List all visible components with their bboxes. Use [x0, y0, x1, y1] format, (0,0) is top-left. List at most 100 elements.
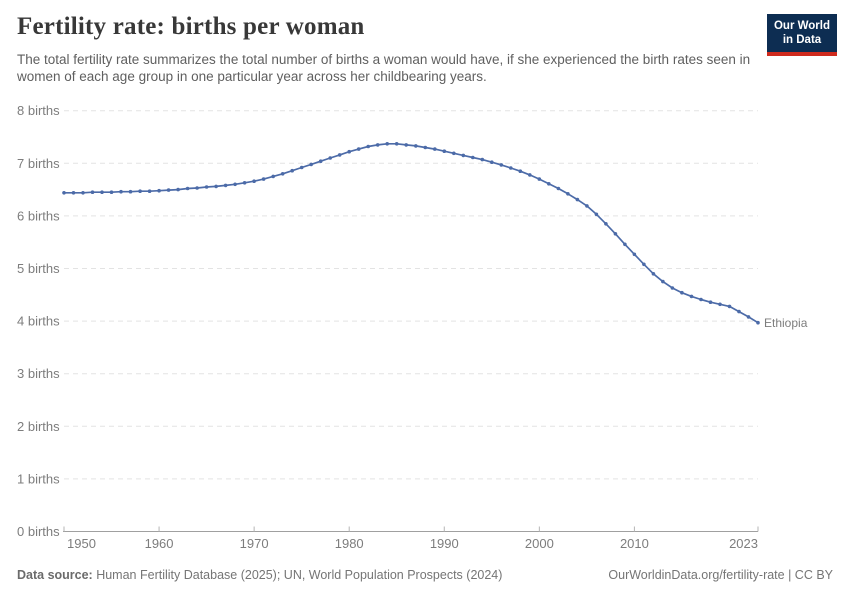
data-point[interactable] [566, 192, 570, 196]
data-point[interactable] [109, 190, 114, 194]
data-point[interactable] [604, 222, 608, 226]
data-point[interactable] [318, 159, 323, 163]
data-point[interactable] [176, 187, 180, 192]
data-point[interactable] [185, 186, 190, 191]
data-point[interactable] [271, 174, 276, 179]
data-point[interactable] [594, 212, 599, 217]
data-point[interactable] [518, 169, 523, 173]
data-point[interactable] [81, 191, 85, 195]
data-point[interactable] [214, 184, 218, 189]
data-point[interactable] [452, 151, 456, 156]
data-point[interactable] [195, 186, 199, 190]
x-axis-tick-label: 2010 [620, 536, 649, 551]
y-axis-tick-label: 7 births [17, 156, 60, 171]
x-axis-tick-label: 1960 [145, 536, 174, 551]
data-point[interactable] [442, 149, 447, 153]
data-point[interactable] [680, 290, 684, 295]
data-point[interactable] [689, 294, 694, 299]
data-point[interactable] [642, 262, 646, 267]
y-axis-tick-label: 5 births [17, 261, 60, 276]
data-point[interactable] [575, 197, 580, 202]
data-point[interactable] [471, 155, 475, 160]
y-axis-tick-label: 8 births [17, 103, 60, 118]
data-point[interactable] [699, 297, 703, 302]
data-point[interactable] [756, 320, 760, 325]
data-source-label: Data source: [17, 568, 93, 582]
data-point[interactable] [394, 142, 399, 146]
data-point[interactable] [423, 145, 428, 150]
chart-subtitle: The total fertility rate summarizes the … [17, 52, 751, 85]
data-point[interactable] [718, 302, 722, 307]
x-axis-tick-label: 1980 [335, 536, 364, 551]
data-point[interactable] [71, 191, 76, 195]
page-title: Fertility rate: births per woman [17, 13, 365, 40]
data-point[interactable] [337, 153, 342, 157]
data-point[interactable] [252, 179, 256, 183]
data-point[interactable] [547, 182, 551, 186]
data-point[interactable] [157, 188, 161, 193]
data-point[interactable] [708, 300, 713, 305]
ethiopia-line[interactable] [63, 142, 759, 324]
data-point[interactable] [242, 181, 247, 185]
data-point[interactable] [737, 309, 741, 314]
data-point[interactable] [100, 190, 104, 194]
data-point[interactable] [366, 144, 371, 149]
data-point[interactable] [299, 165, 304, 170]
data-point[interactable] [290, 168, 295, 173]
data-point[interactable] [204, 185, 209, 189]
data-point[interactable] [90, 190, 95, 194]
data-point[interactable] [414, 144, 418, 148]
data-point[interactable] [385, 142, 390, 146]
x-axis-tick-label: 1970 [240, 536, 269, 551]
data-point[interactable] [138, 189, 142, 193]
data-point[interactable] [433, 147, 437, 151]
data-point[interactable] [128, 189, 133, 194]
data-point[interactable] [147, 189, 152, 193]
y-axis-tick-label: 1 births [17, 471, 60, 486]
data-source-text: Human Fertility Database (2025); UN, Wor… [92, 568, 503, 582]
data-point[interactable] [461, 153, 466, 158]
data-point[interactable] [62, 191, 66, 195]
data-point[interactable] [537, 177, 542, 181]
data-point[interactable] [309, 162, 314, 167]
data-point[interactable] [119, 189, 123, 194]
data-point[interactable] [223, 183, 228, 188]
data-point[interactable] [556, 186, 561, 191]
owid-logo[interactable]: Our World in Data [767, 14, 837, 56]
y-axis-tick-label: 4 births [17, 314, 60, 329]
data-point[interactable] [613, 232, 618, 236]
data-point[interactable] [651, 272, 656, 276]
data-point[interactable] [746, 315, 751, 319]
x-axis-tick-label: 1950 [67, 536, 96, 551]
data-point[interactable] [480, 157, 485, 162]
owid-link[interactable]: OurWorldinData.org/fertility-rate | CC B… [608, 568, 833, 582]
data-point[interactable] [623, 242, 627, 247]
data-point[interactable] [661, 279, 665, 284]
data-point[interactable] [347, 149, 352, 154]
data-point[interactable] [585, 204, 589, 208]
x-axis-tick-label: 2000 [525, 536, 554, 551]
data-point[interactable] [490, 160, 494, 164]
data-point[interactable] [528, 173, 532, 177]
data-point[interactable] [509, 166, 513, 170]
data-point[interactable] [404, 143, 409, 147]
series-label-ethiopia[interactable]: Ethiopia [764, 316, 808, 330]
logo-line1: Our World [773, 20, 830, 32]
data-point[interactable] [166, 188, 171, 192]
data-point[interactable] [328, 156, 333, 160]
data-point[interactable] [727, 304, 732, 309]
logo-line2: in Data [782, 34, 822, 47]
data-point[interactable] [280, 172, 285, 176]
y-axis-tick-label: 2 births [17, 419, 60, 434]
x-axis-tick-label: 2023 [729, 536, 758, 551]
data-source: Data source: Human Fertility Database (2… [17, 568, 502, 582]
data-point[interactable] [632, 252, 637, 257]
data-point[interactable] [356, 147, 361, 151]
data-point[interactable] [670, 286, 675, 290]
data-point[interactable] [499, 163, 504, 167]
data-point[interactable] [261, 177, 266, 181]
data-point[interactable] [375, 143, 380, 147]
data-point[interactable] [233, 182, 237, 187]
